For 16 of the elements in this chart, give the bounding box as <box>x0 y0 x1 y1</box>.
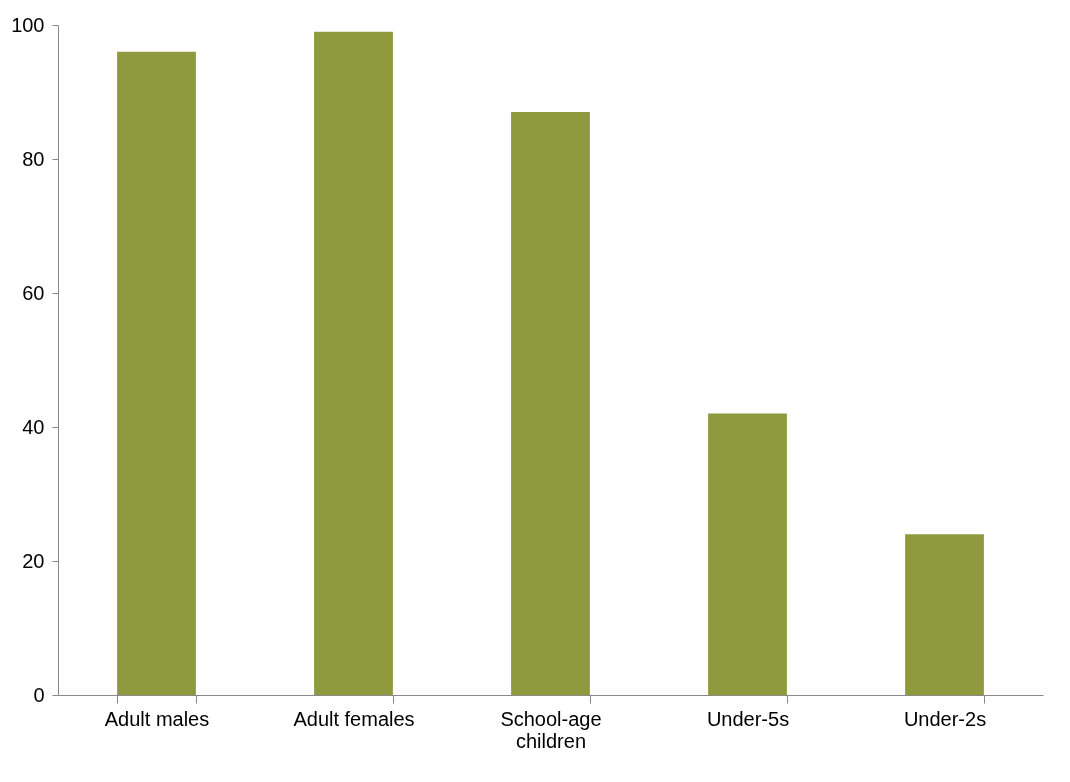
bar <box>314 31 393 695</box>
x-tick-label: School-age children <box>500 707 602 752</box>
x-tick-label: Under-5s <box>706 707 790 730</box>
y-tick-label: 80 <box>22 147 45 170</box>
bar <box>117 51 196 695</box>
x-tick-label: Adult females <box>293 707 415 730</box>
y-tick-label: 100 <box>11 13 45 36</box>
y-tick-label: 60 <box>22 281 45 304</box>
y-tick-label: 0 <box>33 683 45 706</box>
x-tick-label: Under-2s <box>903 707 987 730</box>
y-tick-label: 40 <box>22 415 45 438</box>
y-tick-label: 20 <box>22 549 45 572</box>
bar <box>511 112 590 695</box>
bar <box>905 534 984 695</box>
x-tick-label: Adult males <box>104 707 210 730</box>
bar <box>708 413 787 695</box>
